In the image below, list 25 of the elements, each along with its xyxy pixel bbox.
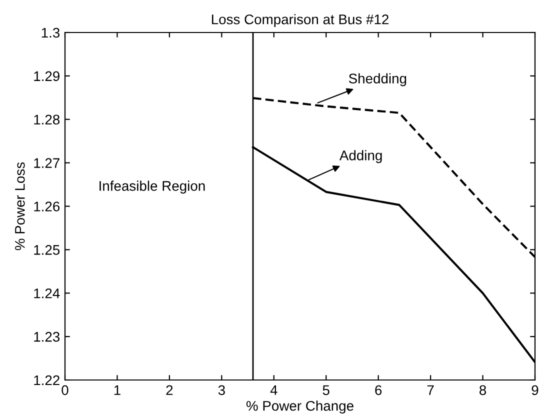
chart-title: Loss Comparison at Bus #12 xyxy=(212,14,388,28)
x-tick-label: 6 xyxy=(375,385,382,396)
y-tick-label: 1.28 xyxy=(34,114,60,125)
y-tick-label: 1.24 xyxy=(34,288,60,298)
x-tick-label: 1 xyxy=(114,385,120,395)
x-tick-label: 2 xyxy=(166,385,173,395)
y-tick-label: 1.22 xyxy=(34,375,60,386)
annotation: Adding xyxy=(339,150,382,164)
annotation: Shedding xyxy=(348,73,406,86)
x-axis-title: % Power Change xyxy=(246,400,354,414)
x-tick-label: 9 xyxy=(532,385,538,396)
x-tick-label: 5 xyxy=(322,385,330,396)
x-tick-label: 4 xyxy=(270,385,278,395)
y-tick-label: 1.29 xyxy=(34,71,60,82)
y-tick-label: 1.27 xyxy=(34,158,60,168)
annotation: Infeasible Region xyxy=(100,180,205,194)
y-tick-label: 1.26 xyxy=(34,202,60,212)
x-tick-label: 3 xyxy=(218,385,225,396)
y-axis-title: % Power Loss xyxy=(15,162,25,250)
x-tick-label: 7 xyxy=(427,385,434,395)
x-tick-label: 0 xyxy=(62,385,68,396)
y-tick-label: 1.23 xyxy=(34,332,60,342)
x-tick-label: 8 xyxy=(480,385,486,396)
y-tick-label: 1.3 xyxy=(42,28,60,38)
y-tick-label: 1.25 xyxy=(34,245,60,255)
